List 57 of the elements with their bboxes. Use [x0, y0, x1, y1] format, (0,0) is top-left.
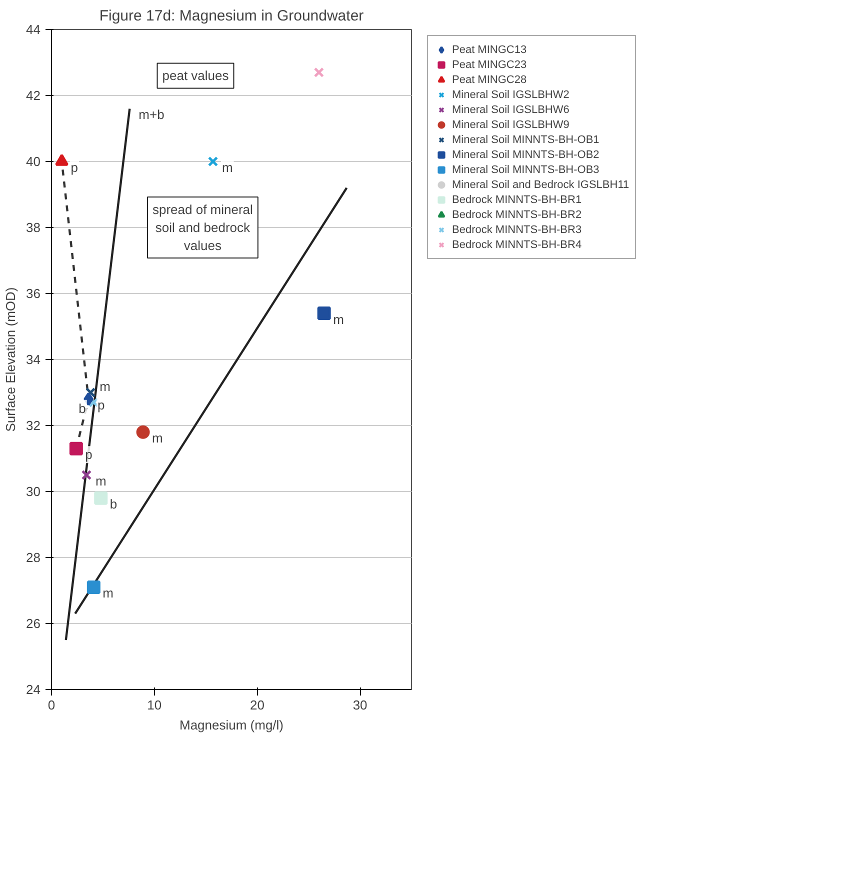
annotation: p — [70, 160, 78, 175]
legend-label: Mineral Soil MINNTS-BH-OB3 — [452, 162, 600, 177]
x-tick-label: 20 — [250, 698, 264, 712]
annotation: spread of mineral soil and bedrock values — [152, 202, 254, 253]
y-tick-label: 42 — [26, 88, 41, 103]
annotation: m+b — [138, 107, 164, 122]
x-tick-label: 0 — [48, 698, 56, 712]
point — [69, 442, 83, 456]
annotation: m — [222, 160, 233, 175]
annotation: b — [110, 496, 118, 512]
annotation: b — [78, 400, 86, 416]
point — [86, 580, 100, 594]
legend-label: Peat MINGC23 — [452, 58, 527, 72]
point — [88, 397, 99, 408]
legend-label: Bedrock MINNTS-BH-BR2 — [452, 208, 582, 222]
point — [94, 491, 108, 505]
annotation: m — [95, 474, 106, 488]
point — [208, 156, 218, 167]
point — [81, 470, 92, 480]
y-tick-label: 40 — [26, 154, 41, 169]
annotation: peat values — [162, 68, 230, 84]
point — [136, 425, 150, 439]
y-tick-label: 30 — [26, 484, 41, 499]
point — [84, 392, 94, 406]
y-tick-label: 28 — [26, 550, 41, 565]
x-tick-label: 30 — [352, 698, 368, 712]
annotation: m — [152, 430, 163, 446]
point — [317, 306, 331, 320]
y-tick-label: 38 — [26, 220, 41, 235]
y-tick-label: 24 — [26, 682, 41, 697]
legend-label: Bedrock MINNTS-BH-BR3 — [452, 222, 582, 237]
y-tick-label: 34 — [26, 352, 41, 367]
y-tick-label: 36 — [26, 286, 41, 301]
annotation: m — [102, 586, 114, 601]
legend-label: Mineral Soil MINNTS-BH-OB2 — [452, 148, 600, 162]
legend-label: Peat MINGC28 — [452, 72, 527, 87]
legend-label: Mineral Soil MINNTS-BH-OB1 — [452, 132, 600, 147]
legend-label: Mineral Soil IGSLBHW9 — [452, 118, 570, 132]
legend-label: Mineral Soil and Bedrock IGSLBH11 — [452, 178, 630, 192]
y-axis-title: Surface Elevation (mOD) — [3, 287, 18, 432]
legend-label: Bedrock MINNTS-BH-BR4 — [452, 238, 582, 252]
point — [85, 387, 96, 398]
y-tick-label: 26 — [26, 616, 41, 631]
legend-label: Mineral Soil IGSLBHW2 — [452, 88, 570, 102]
annotation: m — [100, 379, 110, 394]
x-axis-title: Magnesium (mg/l) — [179, 718, 284, 732]
y-tick-label: 32 — [26, 418, 41, 433]
x-tick-label: 10 — [147, 698, 162, 712]
annotation: p — [98, 398, 105, 413]
annotation: m — [333, 312, 344, 327]
annotation: p — [85, 447, 92, 462]
legend-label: Mineral Soil IGSLBHW6 — [452, 102, 570, 117]
point — [314, 67, 324, 78]
chart-title: Figure 17d: Magnesium in Groundwater — [99, 8, 364, 24]
legend-label: Bedrock MINNTS-BH-BR1 — [452, 192, 582, 207]
y-tick-label: 44 — [26, 22, 41, 37]
legend-label: Peat MINGC13 — [452, 42, 527, 57]
